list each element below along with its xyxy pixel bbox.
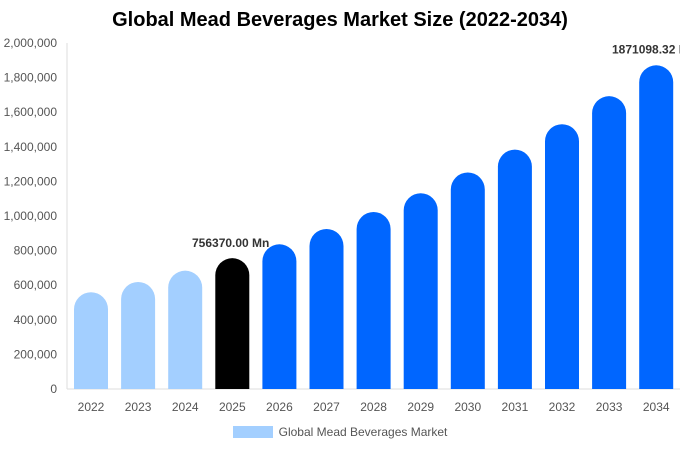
x-tick-label: 2029 [407,400,434,414]
bar-2025 [215,258,250,389]
data-label-2034: 1871098.32 Mn [612,42,680,56]
x-tick-label: 2031 [502,400,529,414]
legend-swatch [232,426,273,438]
x-tick-label: 2025 [219,400,246,414]
y-tick-label: 1,000,000 [4,209,58,223]
legend: Global Mead Beverages Market [0,425,680,439]
y-tick-label: 600,000 [14,278,58,292]
bar-2032 [545,124,579,389]
bar-2029 [403,193,438,389]
y-tick-label: 2,000,000 [4,36,58,50]
chart-title: Global Mead Beverages Market Size (2022-… [112,9,568,31]
bar-2022 [74,292,108,389]
bar-2027 [309,228,344,389]
bar-2024 [168,270,203,389]
y-tick-label: 800,000 [14,244,58,258]
bar-2028 [356,212,391,389]
bar-2031 [497,149,532,389]
x-tick-label: 2030 [454,400,481,414]
x-tick-label: 2033 [596,400,623,414]
legend-label: Global Mead Beverages Market [278,425,448,439]
bar-chart: 0 200,000 400,000 600,000 800,000 1,000,000 1,… [4,36,680,414]
bar-2033 [592,96,627,389]
y-tick-label: 200,000 [14,347,58,361]
x-tick-label: 2026 [266,400,293,414]
x-tick-label: 2032 [549,400,576,414]
x-tick-label: 2027 [313,400,340,414]
y-tick-label: 1,200,000 [4,174,58,188]
x-tick-label: 2034 [643,400,670,414]
y-tick-label: 1,800,000 [4,71,58,85]
bar-2034 [639,65,674,389]
x-tick-label: 2024 [172,400,199,414]
x-tick-label: 2022 [78,400,105,414]
x-tick-label: 2028 [360,400,387,414]
y-tick-label: 0 [50,382,57,396]
bar-2023 [121,282,156,389]
y-tick-label: 1,600,000 [4,105,58,119]
data-label-2025: 756370.00 Mn [192,236,269,250]
y-tick-label: 400,000 [14,313,58,327]
bar-2030 [450,172,485,389]
x-tick-label: 2023 [125,400,152,414]
y-tick-label: 1,400,000 [4,140,58,154]
bar-2026 [262,244,297,389]
